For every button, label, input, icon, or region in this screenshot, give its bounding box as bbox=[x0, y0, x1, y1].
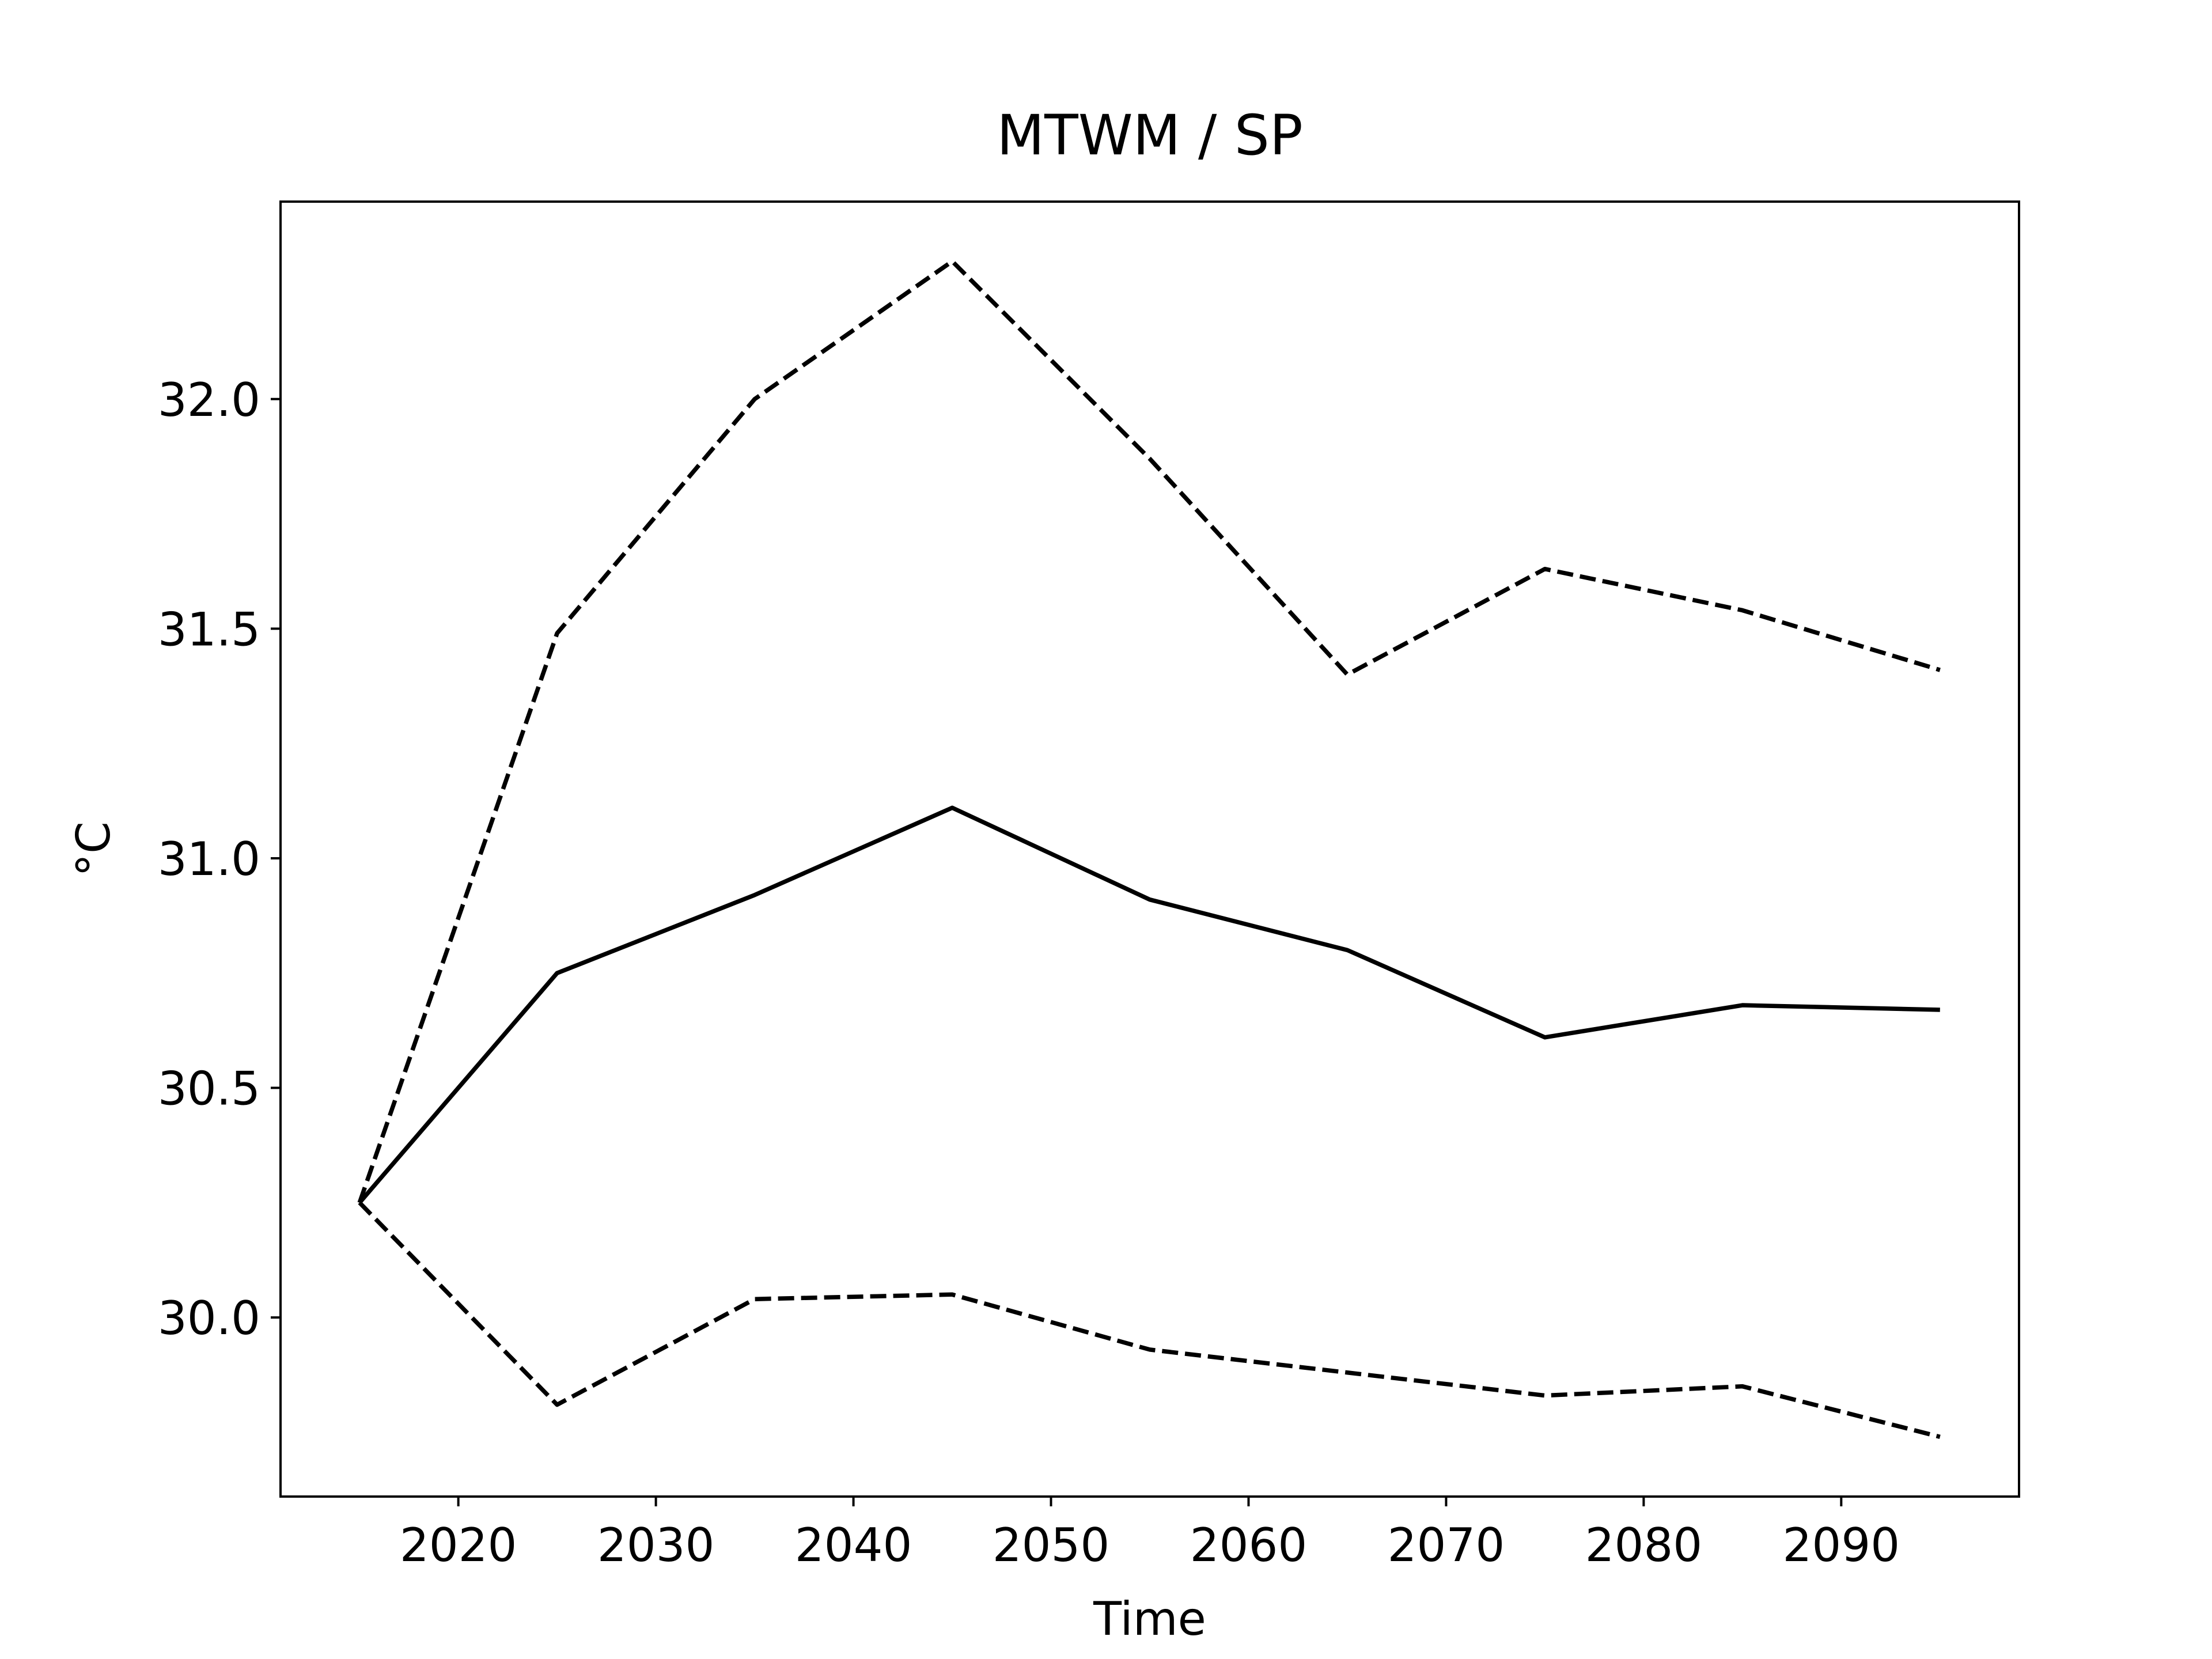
x-axis-label: Time bbox=[1093, 1592, 1206, 1646]
series-line bbox=[357, 259, 1941, 1204]
chart-title: MTWM / SP bbox=[997, 103, 1302, 168]
y-tick-label: 31.5 bbox=[158, 603, 260, 656]
x-tick-label: 2020 bbox=[400, 1518, 517, 1572]
y-tick-label: 30.0 bbox=[158, 1291, 260, 1345]
x-tick-label: 2060 bbox=[1190, 1518, 1308, 1572]
series-line bbox=[358, 805, 1940, 1205]
y-tick-label: 32.0 bbox=[158, 373, 260, 427]
plot-frame bbox=[279, 200, 2020, 1498]
x-tick-label: 2050 bbox=[993, 1518, 1110, 1572]
x-tick-label: 2040 bbox=[795, 1518, 912, 1572]
y-tick-label: 30.5 bbox=[158, 1062, 260, 1116]
x-tick-label: 2080 bbox=[1585, 1518, 1703, 1572]
series-line bbox=[358, 1201, 1941, 1440]
x-tick-label: 2090 bbox=[1783, 1518, 1900, 1572]
x-tick-label: 2030 bbox=[597, 1518, 715, 1572]
x-tick-label: 2070 bbox=[1388, 1518, 1505, 1572]
y-axis-label: °C bbox=[67, 821, 120, 877]
y-tick-label: 31.0 bbox=[158, 832, 260, 886]
